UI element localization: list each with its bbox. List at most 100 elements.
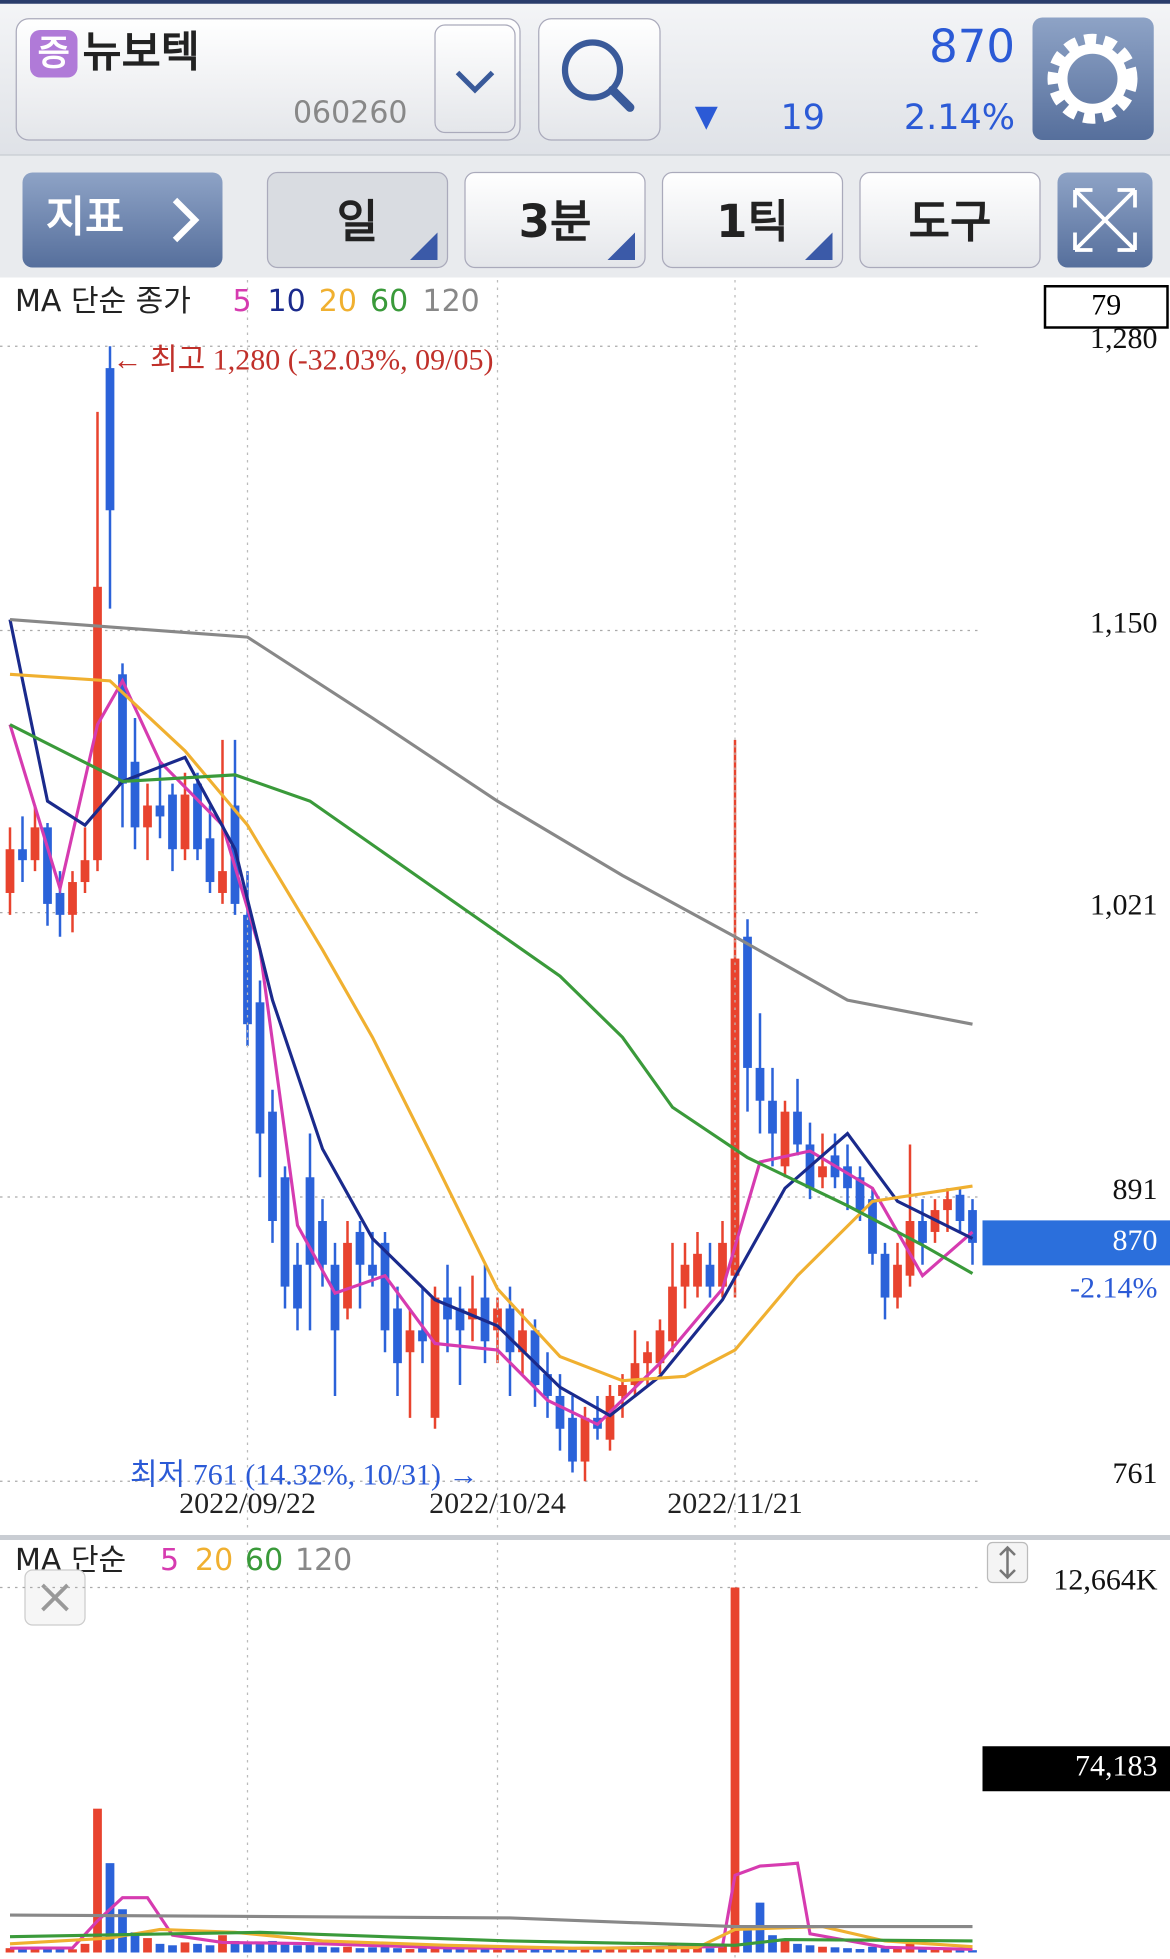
- volume-bar: [80, 1943, 90, 1953]
- candle-body: [355, 1231, 365, 1265]
- volume-bar: [855, 1949, 865, 1953]
- dropdown-corner: [805, 232, 833, 261]
- y-tick-label: 891: [1113, 1173, 1158, 1206]
- price-tag: [982, 1220, 1170, 1266]
- gear-teeth: [1047, 33, 1138, 124]
- volume-bar: [630, 1947, 640, 1953]
- candle-body: [193, 783, 202, 850]
- candle-body: [330, 1264, 340, 1331]
- volume-bar: [893, 1947, 902, 1953]
- candle-body: [618, 1385, 627, 1396]
- price: 870: [929, 20, 1015, 73]
- y-tick-label: 1,150: [1090, 606, 1158, 639]
- badge-bg: [30, 30, 78, 78]
- volume-tag: [982, 1746, 1170, 1792]
- candle-body: [943, 1199, 952, 1211]
- toolbar-button[interactable]: [464, 171, 646, 269]
- ma-line: [9, 1913, 973, 1929]
- candle-body: [418, 1330, 427, 1342]
- resize-icon: [999, 1545, 1016, 1580]
- candle-body: [380, 1242, 390, 1331]
- volume-bar: [793, 1943, 802, 1953]
- candle-body: [793, 1111, 802, 1145]
- legend-entry: 5: [160, 1543, 179, 1578]
- y-tick-label: 12,664K: [1053, 1563, 1158, 1596]
- volume-bar: [968, 1950, 977, 1953]
- candle-body: [693, 1253, 702, 1287]
- candle-body: [968, 1210, 977, 1243]
- toolbar-button-label: 1틱: [716, 195, 789, 248]
- toolbar-button-label: 3분: [519, 195, 592, 248]
- volume-bar: [443, 1948, 452, 1953]
- candle-body: [743, 936, 752, 1068]
- volume-bar: [305, 1942, 315, 1953]
- toolbar-buttons: 일 3분 1틱 도구: [266, 171, 1041, 269]
- ma-line: [9, 1924, 973, 1950]
- candle-body: [443, 1297, 452, 1320]
- candle-body: [343, 1242, 352, 1309]
- volume-bar: [168, 1945, 177, 1953]
- toolbar-button-label: 도구: [909, 195, 992, 248]
- candle-body: [505, 1308, 515, 1353]
- candle-body: [768, 1100, 777, 1134]
- volume-bar: [718, 1945, 727, 1953]
- badge: 증: [38, 34, 70, 74]
- candle-body: [580, 1417, 590, 1462]
- volume-bar: [230, 1940, 240, 1953]
- dropdown-button[interactable]: [434, 24, 516, 134]
- volume-bar: [605, 1948, 615, 1953]
- stock-name: 뉴보텍: [83, 29, 200, 78]
- candle-body: [493, 1308, 502, 1331]
- ma-line: [9, 723, 974, 1275]
- volume-bar: [955, 1949, 965, 1953]
- toolbar-button[interactable]: [859, 171, 1041, 269]
- y-tick-label: 1,021: [1090, 889, 1158, 922]
- ma-line: [9, 618, 973, 1026]
- candle-body: [205, 838, 215, 883]
- candle-body: [405, 1330, 415, 1353]
- indicator-button[interactable]: [22, 172, 223, 268]
- candle-body: [868, 1199, 877, 1254]
- close-icon: [41, 1583, 69, 1612]
- volume-bar: [18, 1949, 27, 1953]
- candle-body: [668, 1286, 677, 1342]
- low-annotation: 최저 761 (14.32%, 10/31) →: [130, 1458, 479, 1491]
- toolbar-button[interactable]: [266, 171, 449, 269]
- ma-line: [9, 1930, 973, 1947]
- volume-bar: [530, 1949, 540, 1953]
- stock-box[interactable]: [15, 18, 521, 141]
- candle-body: [880, 1253, 890, 1298]
- candle-body: [218, 871, 227, 893]
- volume-bar: [618, 1949, 627, 1953]
- candle-body: [543, 1374, 552, 1396]
- top-border: [0, 0, 1170, 4]
- search-icon: [561, 39, 624, 101]
- legend-entry: 10: [268, 284, 306, 319]
- candle-body: [68, 882, 77, 915]
- candle-body: [605, 1395, 615, 1440]
- candle-body: [855, 1177, 865, 1211]
- volume-bar: [405, 1949, 415, 1953]
- candle-body: [130, 761, 140, 828]
- volume-bar: [143, 1938, 152, 1953]
- volume-bar: [868, 1946, 877, 1953]
- candle-body: [255, 1002, 265, 1134]
- ma-line: [8, 677, 974, 1427]
- volume-bar: [518, 1949, 527, 1953]
- indicator-label: 지표: [46, 194, 124, 243]
- x-tick-label: 2022/09/22: [179, 1487, 316, 1520]
- volume-bar: [368, 1947, 377, 1953]
- search-button[interactable]: [538, 18, 661, 141]
- candle-body: [305, 1177, 315, 1265]
- volume-bar: [768, 1935, 777, 1953]
- panel-divider: [0, 1535, 1170, 1540]
- candle-body: [655, 1330, 665, 1364]
- candle-body: [80, 860, 90, 883]
- legend-entry: 120: [423, 284, 480, 319]
- volume-bar: [805, 1945, 815, 1953]
- toolbar-button-label: 일: [337, 195, 378, 248]
- change-pct: 2.14%: [904, 98, 1015, 138]
- candle-body: [568, 1417, 577, 1462]
- toolbar-button[interactable]: [661, 171, 844, 269]
